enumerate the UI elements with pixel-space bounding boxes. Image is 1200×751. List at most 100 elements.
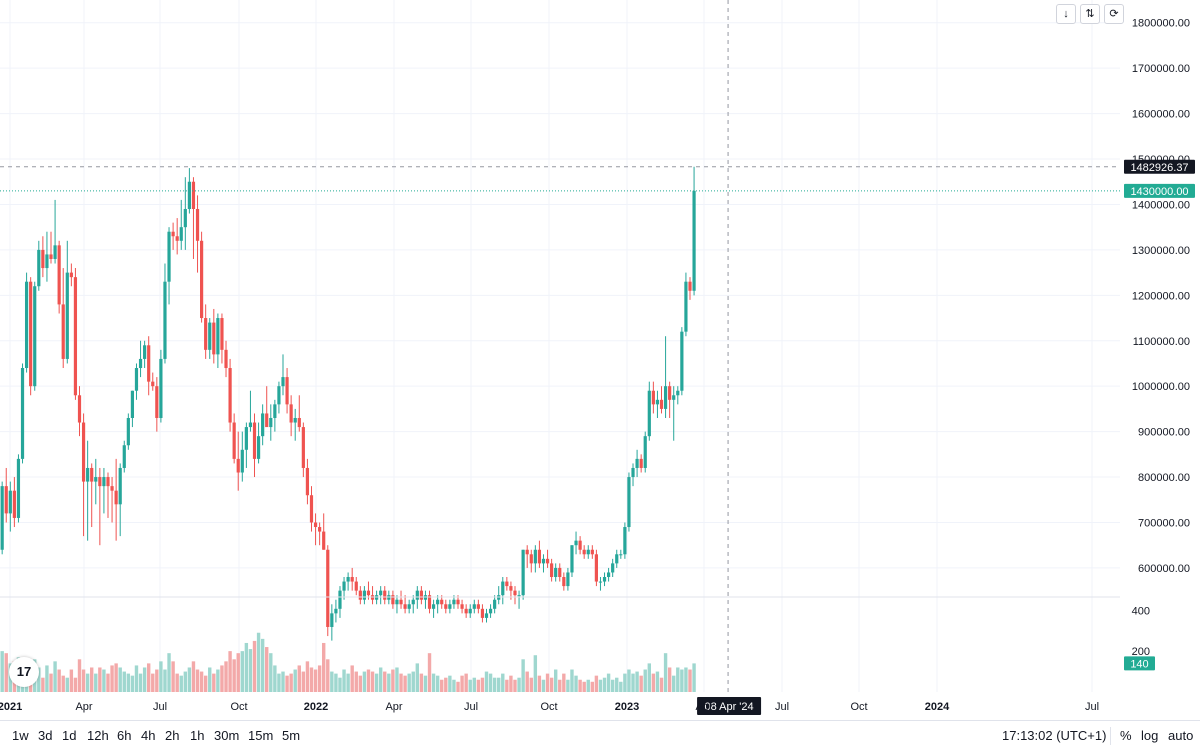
- volume-bar: [232, 659, 236, 692]
- timeframe-6h[interactable]: 6h: [117, 728, 132, 743]
- timeframe-12h[interactable]: 12h: [87, 728, 109, 743]
- clock-readout[interactable]: 17:13:02 (UTC+1): [1002, 728, 1107, 743]
- candle-body: [529, 554, 533, 564]
- crosshair-price-label: 1482926.37: [1130, 162, 1188, 174]
- candle-body: [106, 477, 110, 487]
- reset-scale-icon[interactable]: ⟳: [1104, 4, 1124, 24]
- timeframe-15m[interactable]: 15m: [248, 728, 274, 743]
- volume-bar: [676, 667, 680, 692]
- candle-body: [187, 181, 191, 209]
- volume-bar: [183, 671, 188, 692]
- volume-tick-label: 400: [1132, 605, 1150, 617]
- timeframe-1h[interactable]: 1h: [190, 728, 205, 743]
- candle-body: [248, 422, 253, 428]
- volume-bar: [216, 669, 220, 692]
- volume-bar: [480, 677, 485, 692]
- volume-bar: [448, 675, 452, 692]
- volume-bar: [623, 673, 627, 692]
- candle-body: [602, 577, 607, 582]
- candle-body: [582, 549, 586, 555]
- time-tick-label: Jul: [153, 701, 167, 713]
- volume-bar: [273, 665, 277, 692]
- volume-bar: [240, 651, 244, 692]
- candle-body: [212, 322, 216, 355]
- price-tick-label: 700000.00: [1138, 517, 1190, 529]
- timeframe-30m[interactable]: 30m: [214, 728, 240, 743]
- volume-axis: 200 400: [1132, 605, 1150, 658]
- volume-bar: [4, 653, 8, 692]
- percent-toggle[interactable]: %: [1120, 728, 1132, 743]
- candle-body: [41, 249, 45, 269]
- price-tick-label: 1400000.00: [1132, 199, 1190, 211]
- volume-bar: [529, 677, 533, 692]
- candle-body: [541, 558, 546, 564]
- price-tick-label: 900000.00: [1138, 427, 1190, 439]
- volume-bar: [65, 677, 69, 692]
- volume-bar: [517, 677, 521, 692]
- timeframe-1d[interactable]: 1d: [62, 728, 77, 743]
- candle-body: [517, 595, 521, 597]
- volume-bar: [631, 673, 635, 692]
- price-tick-label: 1500000.00: [1132, 154, 1190, 166]
- volume-bar: [647, 663, 651, 692]
- volume-bar: [501, 673, 505, 692]
- candle-body: [256, 436, 261, 459]
- volume-bar: [566, 679, 570, 692]
- volume-bar: [505, 679, 509, 692]
- volume-bar: [680, 669, 684, 692]
- log-toggle[interactable]: log: [1141, 728, 1159, 743]
- candle-body: [110, 486, 114, 491]
- time-tick-label: 2024: [925, 701, 950, 713]
- volume-bar: [411, 671, 415, 692]
- volume-bar: [248, 649, 253, 692]
- timeframe-5m[interactable]: 5m: [282, 728, 301, 743]
- candle-body: [598, 581, 603, 583]
- candle-body: [415, 590, 419, 600]
- candle-body: [122, 445, 126, 468]
- bottom-toolbar: 1w 3d 1d 12h 6h 4h 2h 1h 30m 15m 5m 17:1…: [0, 720, 1200, 751]
- volume-bar: [684, 667, 688, 692]
- volume-bar: [688, 669, 692, 692]
- arrow-down-icon[interactable]: ↓: [1056, 4, 1076, 24]
- volume-bar: [322, 642, 326, 692]
- volume-bar: [260, 638, 265, 692]
- timeframe-4h[interactable]: 4h: [141, 728, 156, 743]
- auto-toggle[interactable]: auto: [1168, 728, 1194, 743]
- candle-body: [175, 236, 179, 241]
- candle-body: [228, 368, 232, 423]
- candle-body: [468, 608, 472, 614]
- timeframe-1w[interactable]: 1w: [12, 728, 29, 743]
- candle-body: [440, 599, 444, 605]
- volume-bar: [476, 679, 481, 692]
- tradingview-logo[interactable]: 17: [9, 657, 39, 687]
- volume-bar: [187, 667, 192, 692]
- time-tick-label: Oct: [850, 701, 867, 713]
- volume-bar: [305, 661, 310, 692]
- volume-bar: [627, 669, 631, 692]
- volume-bar: [45, 665, 49, 692]
- time-tick-label: Apr: [695, 701, 712, 713]
- candlestick-chart[interactable]: 1430000.00 1482926.37 08 Apr '24 140 600000…: [0, 0, 1200, 720]
- volume-bar: [175, 673, 179, 692]
- volume-bar: [468, 679, 472, 692]
- volume-bar: [358, 675, 363, 692]
- candle-body: [456, 599, 460, 605]
- volume-bar: [667, 667, 672, 692]
- volume-bar: [456, 681, 460, 692]
- collapse-icon[interactable]: ⇅: [1080, 4, 1100, 24]
- timeframe-2h[interactable]: 2h: [165, 728, 180, 743]
- candle-body: [53, 245, 57, 259]
- candle-body: [623, 527, 627, 555]
- volume-bar: [610, 679, 615, 692]
- volume-bar: [350, 665, 354, 692]
- crosshair-date-label: 08 Apr '24: [704, 701, 753, 713]
- candle-body: [509, 586, 513, 591]
- volume-bar: [387, 673, 391, 692]
- timeframe-3d[interactable]: 3d: [38, 728, 53, 743]
- candle-body: [8, 490, 12, 514]
- candle-body: [643, 436, 647, 468]
- time-tick-label: Oct: [230, 701, 247, 713]
- candle-body: [334, 608, 338, 614]
- candle-body: [16, 458, 21, 518]
- volume-bar: [472, 677, 476, 692]
